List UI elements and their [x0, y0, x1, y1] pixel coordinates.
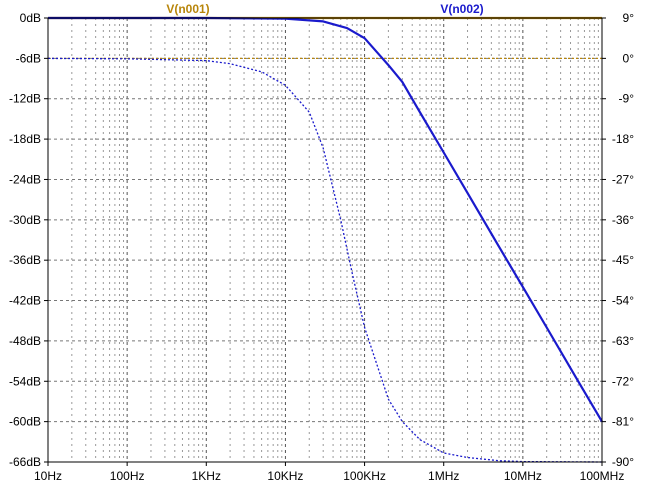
- x-tick-label: 100MHz: [580, 469, 625, 483]
- y-left-tick-label: -6dB: [16, 51, 41, 65]
- y-right-tick-label: -54°: [612, 294, 634, 308]
- plot-frame: [47, 17, 603, 463]
- y-left-tick-label: -48dB: [9, 334, 41, 348]
- y-left-tick-label: -18dB: [9, 132, 41, 146]
- y-left-tick-label: 0dB: [20, 11, 41, 25]
- x-tick-label: 100Hz: [110, 469, 145, 483]
- y-right-tick-label: -81°: [612, 415, 634, 429]
- grid: [48, 18, 602, 462]
- series-v-n002-phase: [47, 57, 603, 463]
- x-tick-label: 10Hz: [34, 469, 62, 483]
- y-left-tick-label: -24dB: [9, 172, 41, 186]
- series-v-n002-magnitude: [48, 16, 603, 423]
- y-right-tick-label: -90°: [612, 455, 634, 469]
- y-right-tick-label: -36°: [612, 213, 634, 227]
- x-tick-label: 1MHz: [428, 469, 459, 483]
- y-right-tick-label: -9°: [619, 92, 635, 106]
- legend-v-n001[interactable]: V(n001): [166, 2, 209, 16]
- x-tick-label: 10KHz: [267, 469, 303, 483]
- y-right-tick-label: 9°: [623, 11, 635, 25]
- y-left-tick-label: -66dB: [9, 455, 41, 469]
- x-tick-label: 10MHz: [504, 469, 542, 483]
- y-left-tick-label: -30dB: [9, 213, 41, 227]
- axes: 0dB -6dB -12dB -18dB -24dB -30dB -36dB -42dB -48…: [9, 11, 634, 483]
- y-left-tick-label: -12dB: [9, 92, 41, 106]
- y-right-tick-label: -63°: [612, 334, 634, 348]
- y-left-tick-label: -42dB: [9, 294, 41, 308]
- x-tick-label: 100KHz: [343, 469, 386, 483]
- legend-v-n002[interactable]: V(n002): [440, 2, 483, 16]
- y-right-tick-label: -27°: [612, 172, 634, 186]
- y-right-tick-label: -72°: [612, 374, 634, 388]
- y-right-tick-label: -18°: [612, 132, 634, 146]
- y-left-tick-label: -54dB: [9, 374, 41, 388]
- y-left-tick-label: -36dB: [9, 253, 41, 267]
- y-left-tick-label: -60dB: [9, 415, 41, 429]
- legend: V(n001) V(n002): [166, 2, 483, 16]
- y-right-tick-label: 0°: [623, 51, 635, 65]
- y-right-tick-label: -45°: [612, 253, 634, 267]
- x-tick-label: 1KHz: [192, 469, 221, 483]
